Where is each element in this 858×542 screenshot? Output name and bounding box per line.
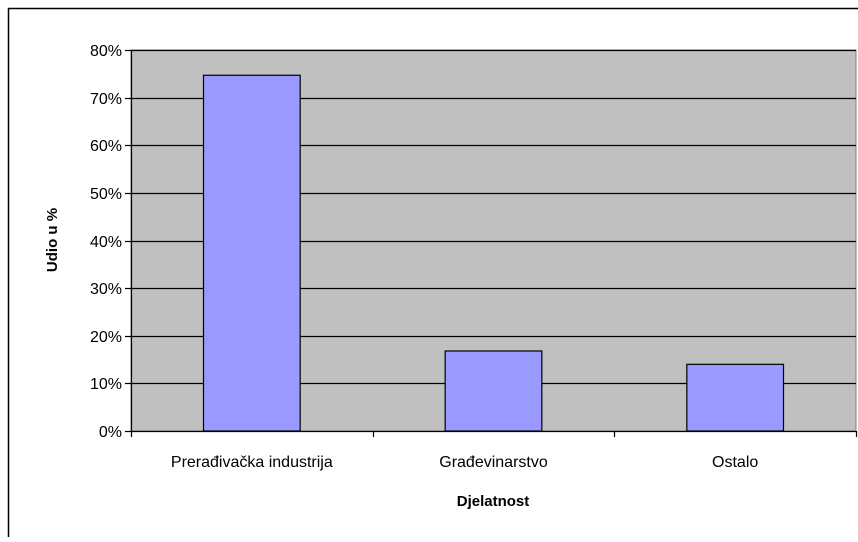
bar — [204, 75, 301, 431]
y-tick-label: 20% — [90, 329, 122, 346]
y-tick-label: 0% — [99, 424, 122, 441]
x-axis-title: Djelatnost — [457, 493, 530, 510]
y-tick-label: 10% — [90, 376, 122, 393]
y-tick-labels: 0% 10% 20% 30% 40% 50% 60% 70% 80% — [90, 43, 122, 441]
y-tick-label: 30% — [90, 281, 122, 298]
x-tick-label: Ostalo — [712, 454, 758, 471]
y-tick-label: 50% — [90, 186, 122, 203]
y-tick-label: 40% — [90, 234, 122, 251]
y-tick-label: 70% — [90, 91, 122, 108]
bar — [445, 351, 542, 431]
y-tick-label: 60% — [90, 138, 122, 155]
x-tick-label: Građevinarstvo — [439, 454, 548, 471]
y-tick-label: 80% — [90, 43, 122, 60]
y-axis-title: Udio u % — [44, 208, 61, 272]
x-tick-label: Prerađivačka industrija — [171, 454, 333, 471]
bar — [687, 364, 784, 431]
